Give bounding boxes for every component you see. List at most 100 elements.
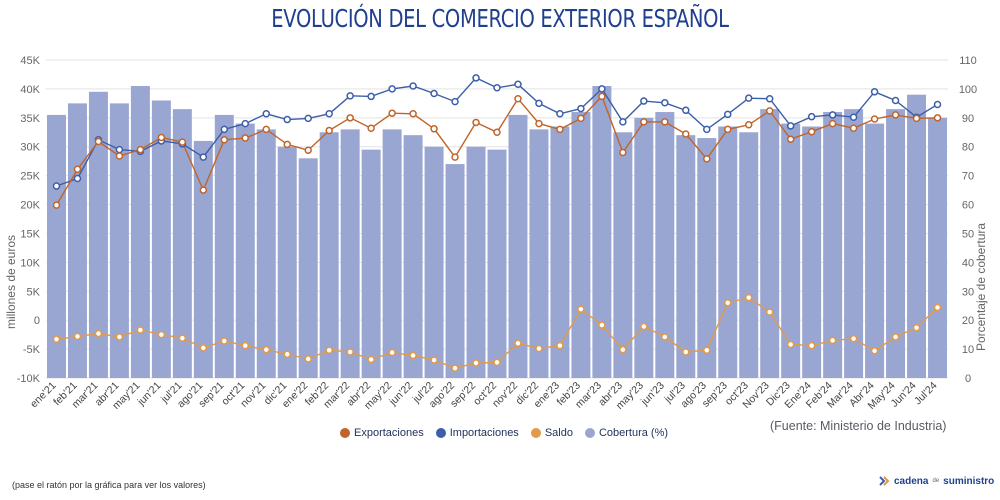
point-importaciones [891, 96, 900, 105]
left-tick-label: 20K [20, 200, 40, 212]
legend-label-exportaciones: Exportaciones [354, 427, 424, 439]
point-importaciones [430, 89, 438, 98]
point-importaciones [241, 119, 250, 128]
x-tick-label: Jul'24 [912, 380, 940, 408]
point-importaciones [409, 82, 417, 90]
bar-cobertura [319, 132, 339, 378]
left-tick-label: -5K [23, 344, 41, 356]
legend-dot-importaciones [435, 428, 446, 438]
bar-cobertura [235, 123, 255, 378]
point-importaciones [220, 125, 229, 134]
point-saldo [325, 346, 333, 354]
left-tick-label: 30K [20, 142, 40, 154]
left-tick-label: 15K [20, 228, 40, 240]
point-importaciones [388, 85, 396, 93]
bar-cobertura [718, 126, 738, 378]
legend-dot-saldo [530, 428, 541, 438]
point-exportaciones [870, 115, 879, 123]
bar-cobertura [172, 109, 192, 379]
point-importaciones [52, 182, 61, 190]
point-importaciones [115, 145, 124, 154]
point-saldo [73, 332, 82, 341]
cobertura-bars [47, 86, 947, 379]
point-importaciones [640, 97, 648, 105]
point-saldo [933, 303, 942, 312]
point-saldo [765, 308, 774, 316]
point-saldo [786, 340, 795, 349]
point-importaciones [849, 113, 858, 121]
point-saldo [157, 330, 166, 339]
point-saldo [828, 336, 837, 345]
point-saldo [178, 334, 187, 342]
brand-logo[interactable]: cadena de suministro [878, 475, 994, 487]
right-tick-label: 30 [962, 286, 974, 298]
point-exportaciones [220, 136, 229, 144]
bar-cobertura [193, 140, 213, 378]
bar-cobertura [676, 135, 696, 378]
right-tick-label: 80 [962, 142, 974, 154]
chart-legend: Exportaciones Importaciones Saldo Cobert… [340, 427, 668, 439]
legend-item-saldo[interactable]: Saldo [530, 427, 573, 439]
point-exportaciones [682, 130, 690, 138]
point-exportaciones [514, 94, 522, 103]
point-exportaciones [304, 146, 312, 154]
x-axis-ticks: ene'21feb'21mar'21abr'21may'21jun'21jul'… [28, 380, 940, 412]
right-tick-label: 110 [959, 55, 977, 67]
point-saldo [304, 355, 312, 363]
bar-cobertura [424, 146, 444, 378]
point-saldo [556, 341, 564, 350]
point-saldo [870, 347, 879, 355]
right-tick-label: 40 [962, 257, 974, 269]
brand-name-right: suministro [943, 475, 995, 487]
right-tick-label: 20 [962, 315, 974, 327]
legend-label-saldo: Saldo [544, 427, 573, 439]
point-saldo [640, 322, 648, 331]
brand-logo-icon [879, 476, 890, 486]
point-saldo [241, 341, 250, 350]
point-saldo [367, 355, 375, 364]
point-exportaciones [493, 128, 501, 137]
right-tick-label: 70 [962, 171, 974, 183]
point-saldo [136, 326, 145, 334]
point-exportaciones [52, 201, 61, 209]
bar-cobertura [361, 149, 381, 378]
brand-name-mid: de [932, 478, 940, 484]
point-saldo [912, 323, 921, 332]
point-saldo [115, 333, 124, 341]
legend-label-cobertura: Cobertura (%) [598, 427, 669, 439]
brand-name-left: cadena [894, 475, 929, 487]
point-exportaciones [765, 107, 774, 115]
point-exportaciones [807, 127, 816, 136]
point-importaciones [598, 85, 606, 93]
point-importaciones [514, 80, 522, 89]
point-saldo [598, 321, 606, 329]
bar-cobertura [907, 94, 927, 378]
bar-cobertura [382, 129, 402, 378]
point-exportaciones [849, 124, 858, 132]
point-exportaciones [388, 109, 396, 117]
legend-item-exportaciones[interactable]: Exportaciones [340, 427, 424, 439]
point-exportaciones [786, 135, 795, 143]
legend-item-importaciones[interactable]: Importaciones [435, 427, 519, 439]
left-tick-label: 35K [20, 113, 40, 125]
point-importaciones [723, 110, 732, 119]
bar-cobertura [655, 112, 675, 378]
point-saldo [723, 299, 732, 307]
point-exportaciones [744, 121, 753, 129]
point-exportaciones [430, 125, 438, 133]
point-importaciones [933, 100, 942, 109]
bar-cobertura [823, 112, 843, 378]
point-saldo [744, 293, 753, 302]
point-saldo [409, 351, 417, 360]
point-exportaciones [115, 152, 124, 160]
bar-cobertura [508, 114, 528, 378]
point-saldo [199, 344, 208, 352]
legend-item-cobertura[interactable]: Cobertura (%) [584, 427, 669, 439]
point-saldo [577, 305, 585, 313]
point-importaciones [493, 84, 501, 92]
left-tick-label: 10K [20, 257, 40, 269]
point-importaciones [744, 94, 753, 102]
point-saldo [451, 364, 459, 372]
point-saldo [807, 341, 816, 350]
